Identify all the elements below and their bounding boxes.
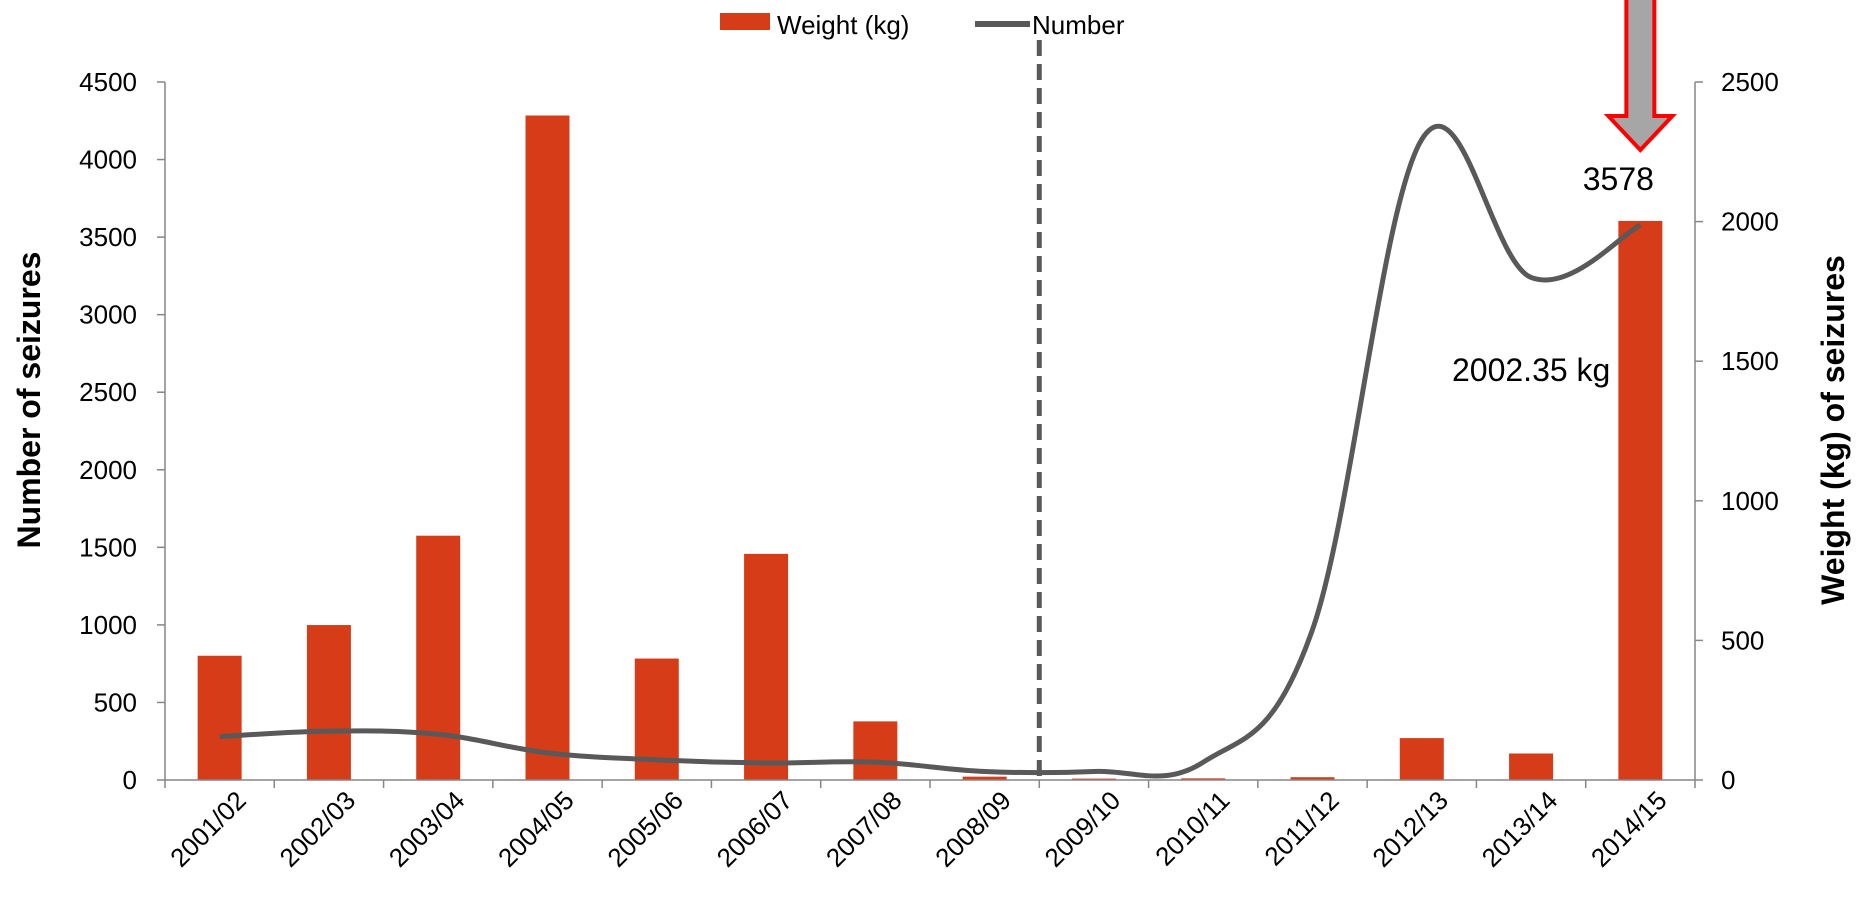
annotation-weight: 2002.35 kg: [1452, 352, 1610, 388]
bar-2004/05: [525, 115, 570, 780]
x-tick-label: 2005/06: [601, 785, 689, 873]
legend-label-weight: Weight (kg): [777, 10, 909, 40]
y-right-tick-label: 1000: [1721, 486, 1779, 516]
y-left-tick-label: 4000: [79, 145, 137, 175]
y-left-tick-label: 3000: [79, 300, 137, 330]
x-tick-label: 2013/14: [1476, 785, 1564, 873]
bar-series: [197, 115, 1663, 781]
line-series: [219, 124, 1642, 779]
legend: Weight (kg) Number: [720, 10, 1125, 40]
x-tick-label: 2009/10: [1039, 785, 1127, 873]
y-left-tick-label: 0: [123, 765, 137, 795]
y-left-tick-label: 3500: [79, 222, 137, 252]
x-tick-label: 2004/05: [492, 785, 580, 873]
y-right-tick-label: 500: [1721, 625, 1764, 655]
bar-2014/15: [1618, 220, 1663, 781]
y-right-tick-label: 2500: [1721, 67, 1779, 97]
bar-2003/04: [416, 535, 461, 780]
x-tick-label: 2012/13: [1366, 785, 1454, 873]
x-tick-label: 2008/09: [929, 785, 1017, 873]
bar-2001/02: [197, 655, 242, 780]
x-tick-label: 2011/12: [1258, 785, 1344, 871]
bar-2006/07: [744, 553, 789, 780]
legend-swatch-weight: [720, 13, 770, 30]
x-tick-label: 2014/15: [1585, 785, 1673, 873]
x-tick-label: 2006/07: [711, 785, 799, 873]
highlight-arrow: [1603, 0, 1677, 153]
y-right-tick-label: 1500: [1721, 346, 1779, 376]
x-tick-label: 2001/02: [164, 785, 252, 873]
y-left-axis-title: Number of seizures: [11, 252, 47, 549]
y-right-tick-label: 2000: [1721, 207, 1779, 237]
bar-2002/03: [306, 625, 351, 780]
y-left-tick-label: 4500: [79, 67, 137, 97]
y-right-tick-label: 0: [1721, 765, 1735, 795]
x-tick-label: 2010/11: [1149, 785, 1235, 871]
y-left-tick-label: 2000: [79, 455, 137, 485]
bar-2010/11: [1181, 778, 1226, 780]
y-left-tick-label: 500: [94, 687, 137, 717]
bar-2011/12: [1290, 777, 1335, 780]
y-left-tick-label: 2500: [79, 377, 137, 407]
y-left-tick-label: 1000: [79, 610, 137, 640]
x-tick-label: 2007/08: [820, 785, 908, 873]
line-number: [219, 124, 1642, 779]
legend-label-number: Number: [1032, 10, 1125, 40]
x-tick-label: 2002/03: [274, 785, 362, 873]
y-right-axis-title: Weight (kg) of seizures: [1815, 255, 1851, 605]
bar-2012/13: [1399, 738, 1444, 780]
annotation-number: 3578: [1583, 161, 1654, 197]
bar-2008/09: [962, 776, 1007, 780]
bar-2013/14: [1509, 753, 1554, 780]
y-left-tick-label: 1500: [79, 532, 137, 562]
annotations: 3578 2002.35 kg: [1452, 0, 1677, 388]
x-tick-label: 2003/04: [383, 785, 471, 873]
bar-2007/08: [853, 721, 898, 780]
